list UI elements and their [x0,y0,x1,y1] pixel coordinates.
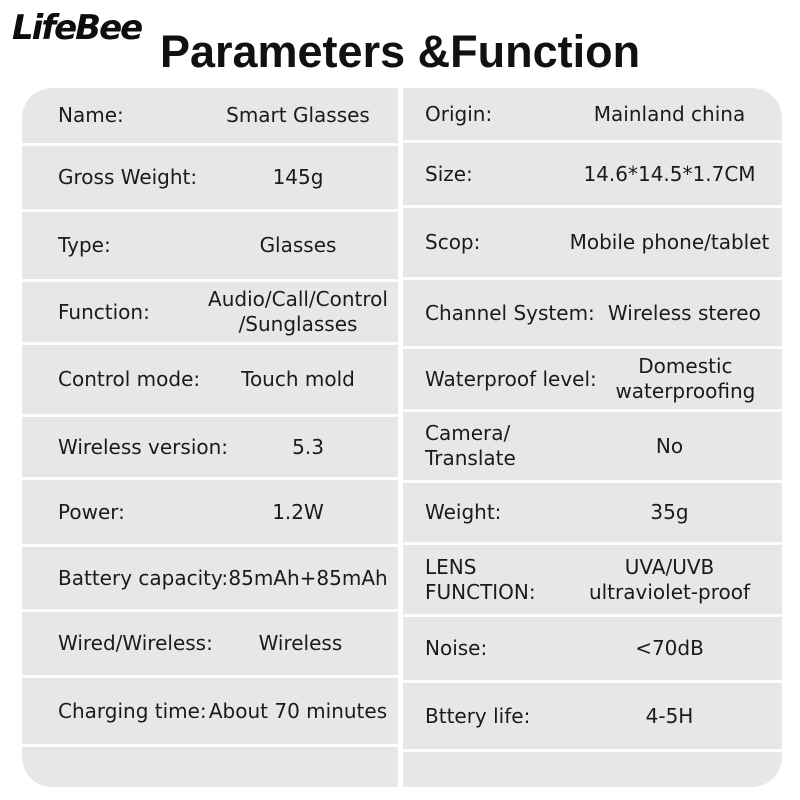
spec-row: Scop: Mobile phone/tablet [403,208,782,280]
spec-label: Control mode: [58,367,201,391]
spec-value: Wireless [258,631,343,655]
spec-label: Weight: [425,500,502,524]
spec-value: 35g [650,500,689,524]
spec-value: Domestic waterproofing [615,354,756,403]
spec-value: 4-5H [645,703,694,728]
spec-row: Name: Smart Glasses [22,88,398,146]
spec-column-right: Origin: Mainland china Size: 14.6*14.5*1… [403,88,782,787]
spec-value: Mobile phone/tablet [569,230,770,254]
spec-label: Scop: [425,230,481,254]
spec-row: Power: 1.2W [22,480,398,547]
spec-label: Gross Weight: [58,165,198,189]
empty-row [22,747,398,787]
spec-label: Function: [58,299,150,324]
spec-row: Control mode: Touch mold [22,345,398,417]
spec-value: 1.2W [272,499,324,524]
spec-row: Charging time: About 70 minutes [22,678,398,747]
spec-label: Waterproof level: [425,366,597,391]
spec-value: Smart Glasses [226,103,370,127]
spec-row: Camera/ Translate No [403,412,782,483]
spec-label: Battery capacity: [58,565,229,590]
spec-value: Glasses [259,233,337,257]
spec-value: Audio/Call/Control /Sunglasses [208,287,388,336]
spec-value: About 70 minutes [208,698,388,723]
spec-value: <70dB [635,636,704,660]
spec-row: Bttery life: 4-5H [403,683,782,752]
spec-value: 145g [272,165,324,189]
spec-row: Type: Glasses [22,212,398,282]
spec-value: 85mAh+85mAh [228,565,388,590]
spec-value: 5.3 [292,434,324,459]
spec-row: Function: Audio/Call/Control /Sunglasses [22,282,398,345]
spec-row: Weight: 35g [403,483,782,545]
spec-label: Channel System: [425,300,595,325]
spec-label: Origin: [425,101,493,126]
spec-row: Origin: Mainland china [403,88,782,143]
spec-row: Gross Weight: 145g [22,146,398,212]
spec-column-left: Name: Smart Glasses Gross Weight: 145g T… [22,88,398,787]
spec-row: Wireless version: 5.3 [22,417,398,480]
spec-table: Name: Smart Glasses Gross Weight: 145g T… [22,88,782,787]
spec-row: Waterproof level: Domestic waterproofing [403,349,782,412]
spec-label: Wired/Wireless: [58,631,213,655]
spec-row: Wired/Wireless: Wireless [22,612,398,678]
spec-label: Camera/ Translate [425,421,516,470]
spec-row: LENS FUNCTION: UVA/UVB ultraviolet-proof [403,545,782,617]
spec-value: Touch mold [241,367,355,391]
spec-label: Type: [58,233,111,257]
spec-value: UVA/UVB ultraviolet-proof [588,554,751,604]
spec-value: No [655,433,684,458]
spec-value: 14.6*14.5*1.7CM [583,161,756,186]
spec-label: Noise: [425,636,488,660]
brand-logo: LifeBee [12,8,143,48]
spec-label: LENS FUNCTION: [425,554,536,604]
spec-value: Wireless stereo [607,300,761,325]
empty-row [403,752,782,787]
spec-label: Bttery life: [425,703,531,728]
spec-label: Power: [58,499,125,524]
spec-label: Wireless version: [58,434,229,459]
spec-value: Mainland china [593,101,746,126]
spec-row: Size: 14.6*14.5*1.7CM [403,143,782,208]
spec-label: Name: [58,103,124,127]
spec-row: Battery capacity: 85mAh+85mAh [22,547,398,612]
spec-row: Noise: <70dB [403,617,782,683]
spec-label: Charging time: [58,698,207,723]
spec-label: Size: [425,161,473,186]
page-title: Parameters &Function [159,26,641,77]
spec-row: Channel System: Wireless stereo [403,280,782,349]
